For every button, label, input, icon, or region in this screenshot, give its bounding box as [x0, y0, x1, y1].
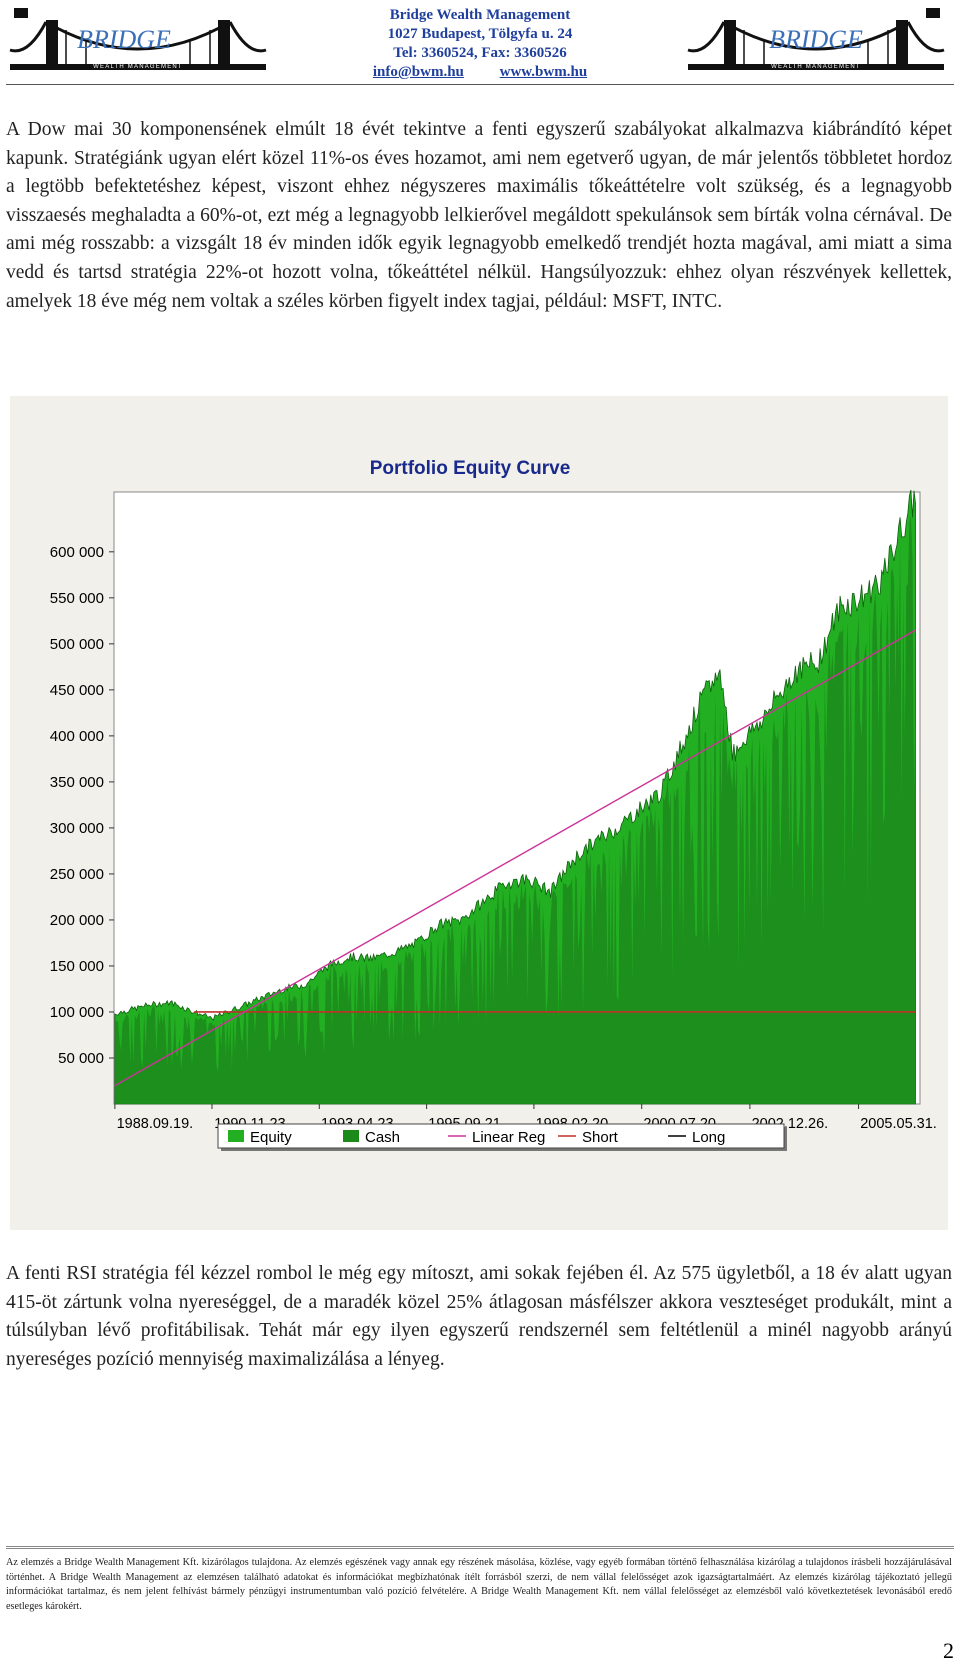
logo-text: BRIDGE: [769, 25, 863, 54]
email-link[interactable]: info@bwm.hu: [372, 64, 464, 80]
logo-text: BRIDGE: [77, 25, 171, 54]
y-tick-label: 200 000: [50, 912, 104, 929]
contact-links: info@bwm.hu www.bwm.hu: [330, 63, 630, 82]
bridge-logo-left: BRIDGE WEALTH MANAGEMENT: [9, 8, 267, 70]
footer-disclaimer: Az elemzés a Bridge Wealth Management Kf…: [6, 1557, 952, 1612]
y-tick-label: 400 000: [50, 728, 104, 745]
y-tick-label: 150 000: [50, 958, 104, 975]
y-tick-label: 500 000: [50, 636, 104, 653]
legend-label: Long: [692, 1129, 725, 1146]
x-tick-label: 1988.09.19.: [117, 1116, 194, 1132]
legend-box: [217, 1123, 785, 1149]
legend-label: Equity: [250, 1129, 292, 1146]
company-name: Bridge Wealth Management: [389, 7, 571, 23]
website-link[interactable]: www.bwm.hu: [499, 64, 588, 80]
y-tick-label: 350 000: [50, 774, 104, 791]
page-header: BRIDGE WEALTH MANAGEMENT Bridge Wealth M…: [0, 0, 960, 86]
company-phone: Tel: 3360524, Fax: 3360526: [393, 45, 567, 61]
legend-label: Linear Reg: [472, 1129, 545, 1146]
y-tick-label: 550 000: [50, 590, 104, 607]
page-number: 2: [943, 1638, 954, 1663]
y-tick-label: 600 000: [50, 544, 104, 561]
header-divider: [6, 84, 954, 85]
y-tick-label: 450 000: [50, 682, 104, 699]
y-tick-label: 50 000: [58, 1050, 104, 1067]
equity-chart-panel: Portfolio Equity Curve 50 000 100 000 150 …: [10, 396, 948, 1230]
paragraph-intro: A Dow mai 30 komponensének elmúlt 18 évé…: [6, 119, 952, 312]
y-tick-label: 250 000: [50, 866, 104, 883]
contact-block: Bridge Wealth Management 1027 Budapest, …: [330, 6, 630, 82]
logo-subtext: WEALTH MANAGEMENT: [771, 64, 861, 70]
logo-subtext: WEALTH MANAGEMENT: [93, 64, 183, 70]
chart-title: Portfolio Equity Curve: [370, 458, 571, 479]
legend-swatch-equity: [228, 1130, 244, 1142]
chart-series: [114, 489, 916, 1105]
company-address: 1027 Budapest, Tölgyfa u. 24: [387, 26, 573, 42]
portfolio-equity-chart: Portfolio Equity Curve 50 000 100 000 150 …: [50, 458, 937, 1151]
y-axis: 50 000 100 000 150 000 200 000 250 000 300 00…: [50, 544, 114, 1067]
paragraph-rsi: A fenti RSI stratégia fél kézzel rombol …: [6, 1263, 952, 1370]
y-tick-label: 100 000: [50, 1004, 104, 1021]
footer-divider: [6, 1546, 954, 1549]
legend-label: Short: [582, 1129, 619, 1146]
cash-area: [114, 515, 916, 1104]
y-tick-label: 300 000: [50, 820, 104, 837]
legend-swatch-cash: [343, 1130, 359, 1142]
chart-legend: Equity Cash Linear Reg Short Long: [217, 1123, 787, 1151]
bridge-logo-right: BRIDGE WEALTH MANAGEMENT: [687, 8, 945, 70]
x-tick-label: 2005.05.31.: [860, 1116, 937, 1132]
linear-reg-line: [114, 629, 916, 1087]
legend-label: Cash: [365, 1129, 400, 1146]
